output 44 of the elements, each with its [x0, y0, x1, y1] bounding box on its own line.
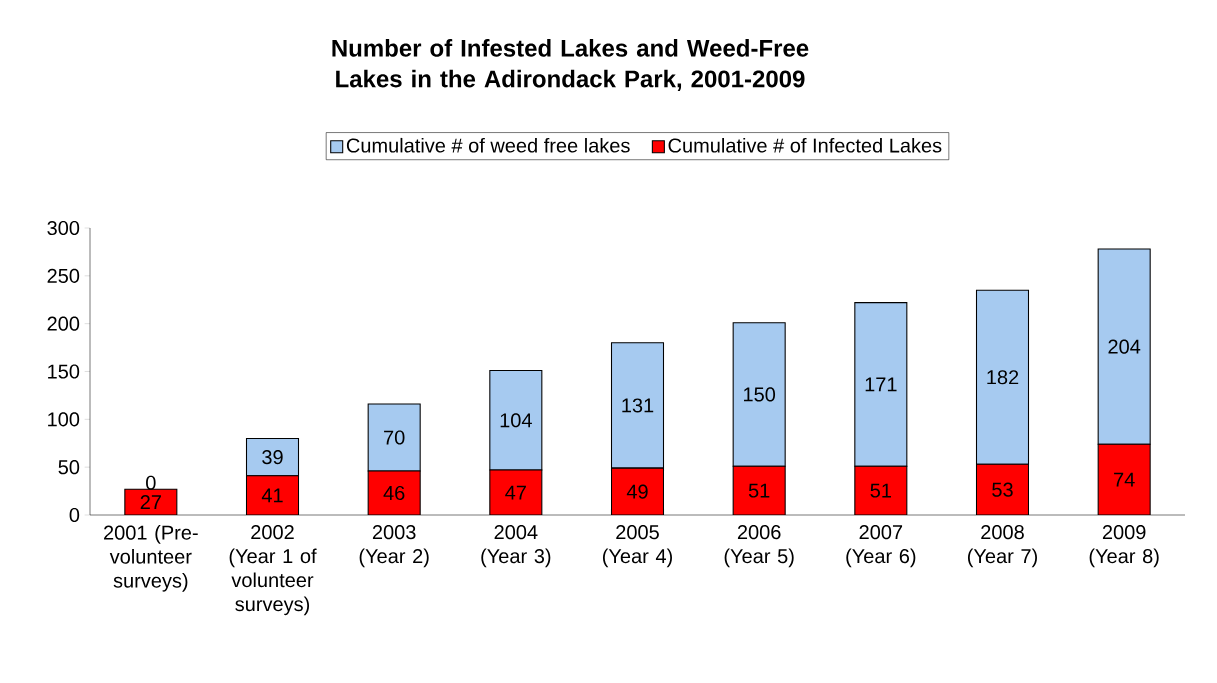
- x-tick-label: 2007 (Year 6): [846, 525, 916, 568]
- data-label: 39: [262, 450, 283, 465]
- data-label: 51: [870, 483, 891, 498]
- data-label: 150: [744, 387, 776, 402]
- data-label: 46: [383, 485, 405, 501]
- y-tick-label: 300: [47, 220, 80, 236]
- x-tick-label: 2004 (Year 3): [481, 525, 551, 568]
- bar: [732, 465, 786, 515]
- data-label: 131: [622, 398, 654, 413]
- bar: [610, 467, 665, 515]
- bar: [854, 465, 908, 515]
- bar: [245, 475, 300, 515]
- data-label: 182: [987, 370, 1019, 385]
- data-label: 70: [384, 430, 405, 445]
- bar: [975, 463, 1030, 515]
- data-label: 41: [261, 488, 283, 503]
- data-label: 171: [865, 377, 897, 392]
- data-label: 51: [748, 483, 770, 498]
- y-tick-label: 100: [48, 412, 80, 427]
- data-label: 27: [140, 495, 161, 510]
- x-tick-label: 2009 (Year 8): [1089, 525, 1159, 568]
- data-label: 204: [1108, 339, 1141, 354]
- y-tick-label: 250: [47, 268, 80, 283]
- data-label: 74: [1114, 472, 1135, 487]
- bar: [1097, 443, 1151, 515]
- x-tick-label: 2006 (Year 5): [724, 525, 794, 568]
- x-tick-label: 2001 (Pre-volunteer surveys): [104, 525, 198, 592]
- data-label: 47: [505, 485, 526, 500]
- y-tick-label: 150: [48, 364, 80, 379]
- x-tick-label: 2008 (Year 7): [967, 525, 1037, 568]
- y-tick-label: 50: [58, 460, 80, 475]
- x-tick-label: 2005 (Year 4): [602, 525, 672, 568]
- data-label: 104: [500, 413, 532, 428]
- x-tick-label: 2003 (Year 2): [359, 525, 429, 568]
- legend-label: Cumulative # of weed free lakes: [346, 137, 630, 153]
- data-label: 49: [626, 484, 648, 499]
- chart-title: Number of Infested Lakes and Weed-Free Lakes in the Adirondack Park, 2001-2009: [332, 39, 809, 91]
- legend-label: Cumulative # of Infected Lakes: [668, 137, 942, 153]
- bar: [489, 469, 543, 515]
- data-label: 0: [146, 475, 156, 490]
- y-tick-label: 0: [69, 507, 80, 523]
- data-label: 53: [992, 482, 1013, 497]
- x-tick-label: 2002 (Year 1 of volunteer surveys): [229, 525, 317, 616]
- y-tick-label: 200: [47, 316, 80, 331]
